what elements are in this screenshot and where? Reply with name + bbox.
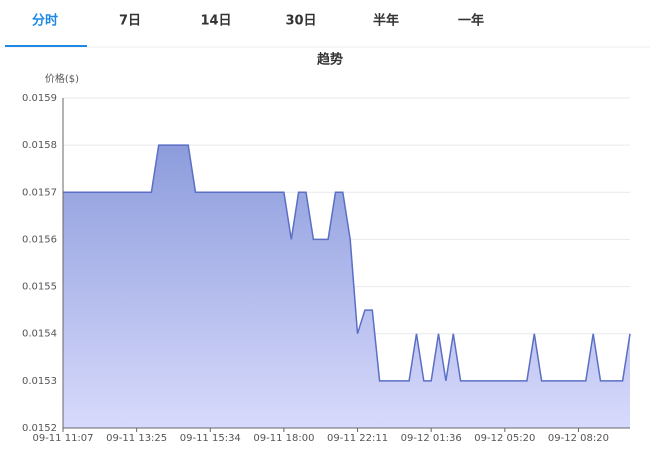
y-tick-label: 0.0156	[22, 234, 57, 245]
y-tick-label: 0.0159	[22, 93, 57, 104]
y-axis-label: 价格($)	[45, 72, 79, 85]
tab[interactable]: 一年	[458, 13, 484, 29]
chart-title: 趋势	[317, 52, 343, 68]
area	[63, 145, 630, 428]
y-tick-label: 0.0154	[22, 329, 57, 340]
y-tick-label: 0.0155	[22, 282, 57, 293]
x-tick-label: 09-11 22:11	[327, 433, 388, 444]
tab[interactable]: 半年	[373, 13, 399, 29]
x-tick-label: 09-11 18:00	[253, 433, 314, 444]
x-tick-label: 09-12 05:20	[474, 433, 535, 444]
y-tick-label: 0.0158	[22, 140, 57, 151]
tab-underline	[5, 45, 87, 47]
x-tick-label: 09-11 13:25	[106, 433, 167, 444]
y-tick-label: 0.0157	[22, 187, 57, 198]
y-tick-label: 0.0152	[22, 423, 57, 434]
x-tick-label: 09-12 08:20	[548, 433, 609, 444]
tab[interactable]: 7日	[119, 14, 141, 29]
y-tick-label: 0.0153	[22, 376, 57, 387]
x-tick-label: 09-12 01:36	[401, 433, 462, 444]
x-tick-label: 09-11 15:34	[180, 433, 241, 444]
tab[interactable]: 分时	[32, 13, 58, 29]
tab[interactable]: 14日	[200, 14, 231, 29]
line	[63, 144, 631, 382]
tab[interactable]: 30日	[285, 14, 316, 29]
x-tick-label: 09-11 11:07	[32, 433, 93, 444]
